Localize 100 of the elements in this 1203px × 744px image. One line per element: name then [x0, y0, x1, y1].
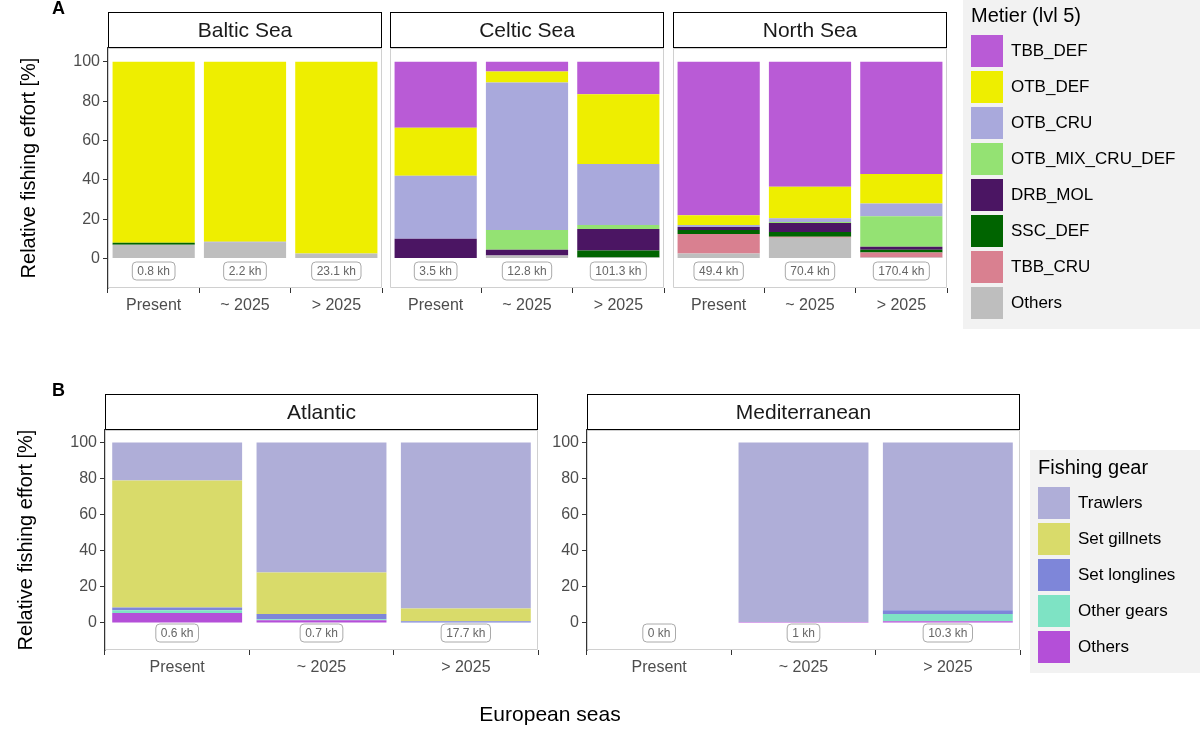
chart-title: Mediterranean: [587, 394, 1020, 430]
bar: [677, 215, 760, 226]
y-tick-label: 40: [82, 170, 101, 188]
bar: [577, 225, 660, 229]
bar: [400, 608, 531, 622]
annotation: 70.4 kh: [790, 264, 830, 279]
bar: [882, 613, 1013, 622]
bar: [882, 610, 1013, 614]
x-tick-label: Present: [631, 658, 688, 676]
bar: [577, 61, 660, 95]
bar: [256, 572, 387, 614]
legend-label: Other gears: [1078, 601, 1168, 621]
x-tick-label: Present: [126, 296, 182, 314]
y-tick-label: 40: [79, 541, 98, 559]
bar: [203, 242, 287, 258]
annotation: 1 kh: [792, 626, 815, 641]
y-tick-label: 0: [91, 248, 101, 266]
x-tick-label: Present: [691, 296, 747, 314]
bar: [860, 203, 943, 217]
y-tick-label: 100: [552, 433, 580, 451]
text: A: [52, 0, 65, 19]
annotation: 101.3 kh: [595, 264, 642, 279]
y-axis-title: Relative fishing effort [%]: [16, 57, 39, 279]
x-axis-title: European seas: [478, 702, 622, 726]
annotation: 170.4 kh: [878, 264, 925, 279]
bar: [677, 61, 760, 216]
x-tick-label: Present: [149, 658, 206, 676]
bar: [112, 61, 195, 243]
annotation: 0.7 kh: [305, 626, 338, 641]
bar: [768, 223, 852, 232]
legend-label: OTB_CRU: [1011, 113, 1093, 133]
y-tick-label: 20: [79, 577, 98, 595]
bar: [485, 82, 569, 230]
annotation: 10.3 kh: [928, 626, 968, 641]
legend-label: Trawlers: [1078, 493, 1143, 513]
x-tick-label: > 2025: [593, 296, 644, 314]
legend-label: Others: [1011, 293, 1063, 313]
x-tick-label: ~ 2025: [296, 658, 347, 676]
bar: [112, 244, 195, 258]
x-tick-label: ~ 2025: [785, 296, 835, 314]
legend-title: Fishing gear: [1038, 456, 1150, 479]
bar: [112, 613, 243, 623]
bar: [738, 442, 869, 623]
bar: [677, 253, 760, 258]
x-tick-label: ~ 2025: [220, 296, 270, 314]
bar: [394, 127, 477, 176]
legend-label: OTB_DEF: [1011, 77, 1090, 97]
bar: [394, 61, 477, 128]
annotation: 12.8 kh: [507, 264, 547, 279]
annotation: 49.4 kh: [698, 264, 739, 279]
bar: [394, 175, 477, 239]
bar: [485, 249, 569, 256]
x-tick-label: ~ 2025: [502, 296, 552, 314]
x-tick-label: > 2025: [441, 658, 491, 676]
bar: [768, 237, 852, 258]
x-tick-label: > 2025: [876, 296, 927, 314]
chart-title: North Sea: [673, 12, 947, 48]
y-tick-label: 80: [561, 469, 580, 487]
bar: [485, 229, 569, 250]
annotation: 0.8 kh: [137, 264, 171, 279]
bar: [112, 442, 243, 481]
bar: [860, 252, 943, 258]
legend-label: OTB_MIX_CRU_DEF: [1011, 149, 1176, 169]
annotation: 3.5 kh: [419, 264, 453, 279]
legend-title: Metier (lvl 5): [971, 4, 1082, 27]
legend-label: DRB_MOL: [1011, 185, 1094, 205]
y-tick-label: 60: [561, 505, 580, 523]
bar: [860, 216, 943, 247]
bar: [485, 61, 569, 72]
bar: [577, 228, 660, 251]
bar: [485, 71, 569, 83]
annotation: 23.1 kh: [316, 264, 357, 279]
y-tick-label: 80: [82, 91, 101, 109]
y-tick-label: 20: [561, 577, 580, 595]
bar: [677, 233, 760, 254]
y-tick-label: 0: [88, 613, 98, 631]
legend-label: Set longlines: [1078, 565, 1176, 585]
annotation: 2.2 kh: [228, 264, 262, 279]
bar: [768, 231, 852, 237]
legend-label: Others: [1078, 637, 1130, 657]
y-tick-label: 80: [79, 469, 98, 487]
legend-label: TBB_DEF: [1011, 41, 1088, 61]
bar: [860, 61, 943, 174]
bar: [768, 61, 852, 187]
annotation: 0 kh: [647, 626, 671, 641]
y-tick-label: 0: [570, 613, 580, 631]
chart-title: Baltic Sea: [108, 12, 382, 48]
bar: [677, 229, 760, 234]
bar: [256, 442, 387, 573]
annotation: 17.7 kh: [446, 626, 486, 641]
y-axis-title: Relative fishing effort [%]: [13, 429, 36, 651]
chart-title: Celtic Sea: [390, 12, 664, 48]
chart-title: Atlantic: [105, 394, 538, 430]
x-tick-label: > 2025: [311, 296, 362, 314]
annotation: 0.6 kh: [160, 626, 194, 641]
text: B: [52, 380, 65, 401]
bar: [768, 186, 852, 219]
bar: [768, 218, 852, 223]
bar: [577, 164, 660, 226]
y-tick-label: 100: [73, 52, 101, 70]
